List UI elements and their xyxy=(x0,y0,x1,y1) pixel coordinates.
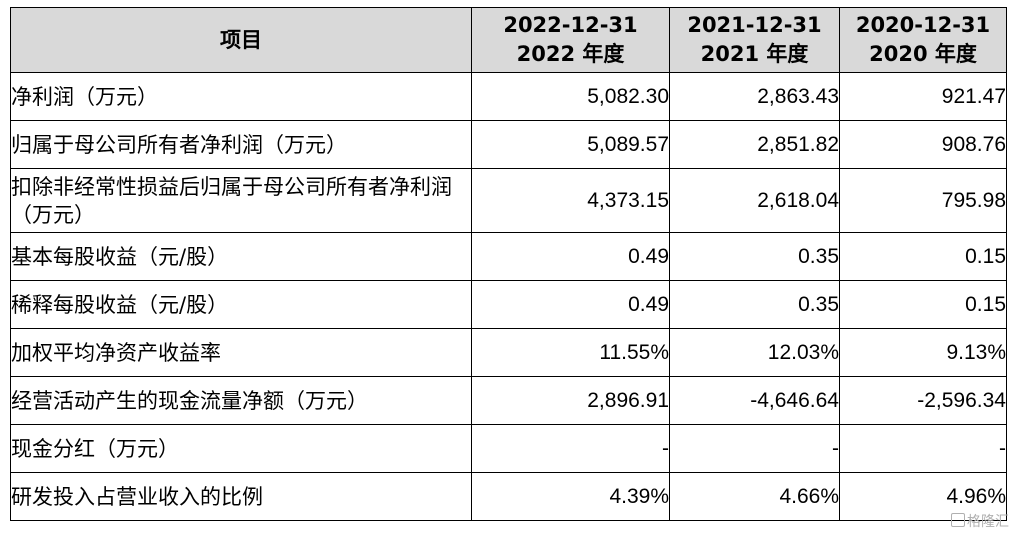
cell-2022: 4,373.15 xyxy=(471,168,670,233)
watermark-text: 格隆汇 xyxy=(967,514,1009,530)
table-row: 扣除非经常性损益后归属于母公司所有者净利润（万元） 4,373.15 2,618… xyxy=(10,168,1007,233)
cell-2020: 908.76 xyxy=(839,120,1007,169)
table-row: 研发投入占营业收入的比例 4.39% 4.66% 4.96% xyxy=(10,472,1007,521)
cell-2021: -4,646.64 xyxy=(669,376,840,425)
cell-2021: - xyxy=(669,424,840,473)
cell-2020: 921.47 xyxy=(839,72,1007,121)
table-row: 加权平均净资产收益率 11.55% 12.03% 9.13% xyxy=(10,328,1007,377)
table-row: 归属于母公司所有者净利润（万元） 5,089.57 2,851.82 908.7… xyxy=(10,120,1007,169)
cell-2022: 2,896.91 xyxy=(471,376,670,425)
table-row: 净利润（万元） 5,082.30 2,863.43 921.47 xyxy=(10,72,1007,121)
cell-2022: 11.55% xyxy=(471,328,670,377)
header-2021: 2021-12-31 2021 年度 xyxy=(669,7,840,73)
cell-2022: 5,082.30 xyxy=(471,72,670,121)
row-label: 经营活动产生的现金流量净额（万元） xyxy=(10,376,472,425)
cell-2021: 2,863.43 xyxy=(669,72,840,121)
cell-2020: 0.15 xyxy=(839,280,1007,329)
cell-2020: 9.13% xyxy=(839,328,1007,377)
table-row: 稀释每股收益（元/股） 0.49 0.35 0.15 xyxy=(10,280,1007,329)
cell-2022: 4.39% xyxy=(471,472,670,521)
table-header-row: 项目 2022-12-31 2022 年度 2021-12-31 2021 年度 2… xyxy=(10,7,1007,73)
row-label: 研发投入占营业收入的比例 xyxy=(10,472,472,521)
cell-2020: 795.98 xyxy=(839,168,1007,233)
row-label: 归属于母公司所有者净利润（万元） xyxy=(10,120,472,169)
cell-2020: - xyxy=(839,424,1007,473)
cell-2020: -2,596.34 xyxy=(839,376,1007,425)
header-item: 项目 xyxy=(10,7,472,73)
financial-indicators-table: 项目 2022-12-31 2022 年度 2021-12-31 2021 年度 2… xyxy=(10,7,1007,521)
cell-2021: 0.35 xyxy=(669,232,840,281)
header-2020: 2020-12-31 2020 年度 xyxy=(839,7,1007,73)
row-label: 净利润（万元） xyxy=(10,72,472,121)
row-label: 稀释每股收益（元/股） xyxy=(10,280,472,329)
cell-2022: 0.49 xyxy=(471,280,670,329)
cell-2021: 2,851.82 xyxy=(669,120,840,169)
row-label: 加权平均净资产收益率 xyxy=(10,328,472,377)
row-label: 现金分红（万元） xyxy=(10,424,472,473)
cell-2021: 2,618.04 xyxy=(669,168,840,233)
watermark: 格隆汇 xyxy=(951,511,1009,531)
cell-2022: - xyxy=(471,424,670,473)
cell-2020: 4.96% xyxy=(839,472,1007,521)
cell-2022: 5,089.57 xyxy=(471,120,670,169)
cell-2022: 0.49 xyxy=(471,232,670,281)
header-2022: 2022-12-31 2022 年度 xyxy=(471,7,670,73)
cell-2021: 12.03% xyxy=(669,328,840,377)
cell-2020: 0.15 xyxy=(839,232,1007,281)
cell-2021: 4.66% xyxy=(669,472,840,521)
table-row: 基本每股收益（元/股） 0.49 0.35 0.15 xyxy=(10,232,1007,281)
row-label: 基本每股收益（元/股） xyxy=(10,232,472,281)
cell-2021: 0.35 xyxy=(669,280,840,329)
table-row: 现金分红（万元） - - - xyxy=(10,424,1007,473)
row-label: 扣除非经常性损益后归属于母公司所有者净利润（万元） xyxy=(10,168,472,233)
watermark-logo-icon xyxy=(951,513,965,527)
table-row: 经营活动产生的现金流量净额（万元） 2,896.91 -4,646.64 -2,… xyxy=(10,376,1007,425)
